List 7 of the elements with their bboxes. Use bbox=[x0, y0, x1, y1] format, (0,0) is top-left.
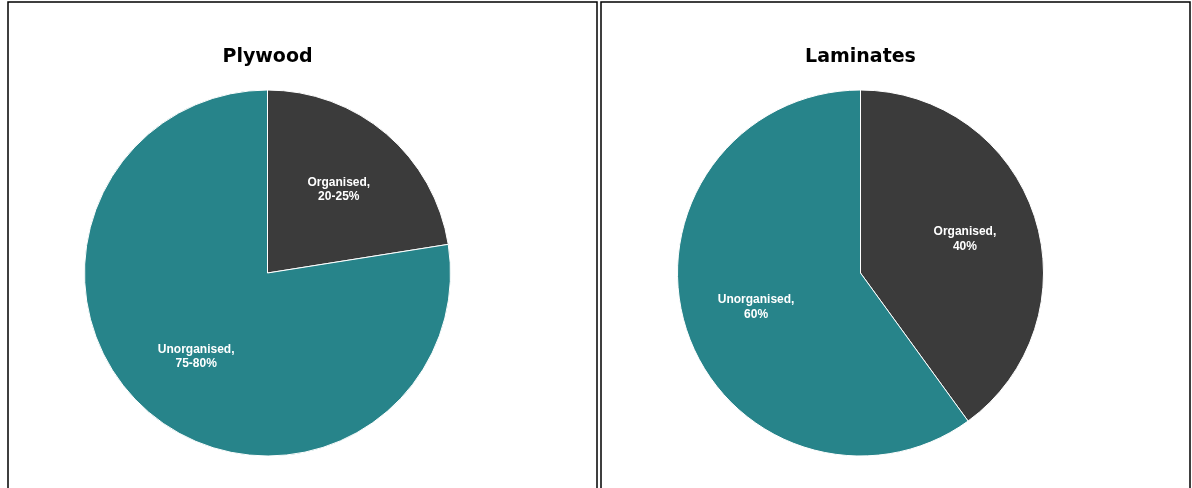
slice-label: Unorganised, 60% bbox=[717, 292, 795, 321]
chart-title: Laminates bbox=[805, 44, 916, 66]
chart-title: Plywood bbox=[222, 44, 313, 66]
pie-slice bbox=[84, 89, 451, 457]
slice-label: Organised, 20-25% bbox=[307, 174, 371, 204]
slice-label: Organised, 40% bbox=[933, 224, 997, 253]
slice-label: Unorganised, 75-80% bbox=[157, 341, 235, 371]
